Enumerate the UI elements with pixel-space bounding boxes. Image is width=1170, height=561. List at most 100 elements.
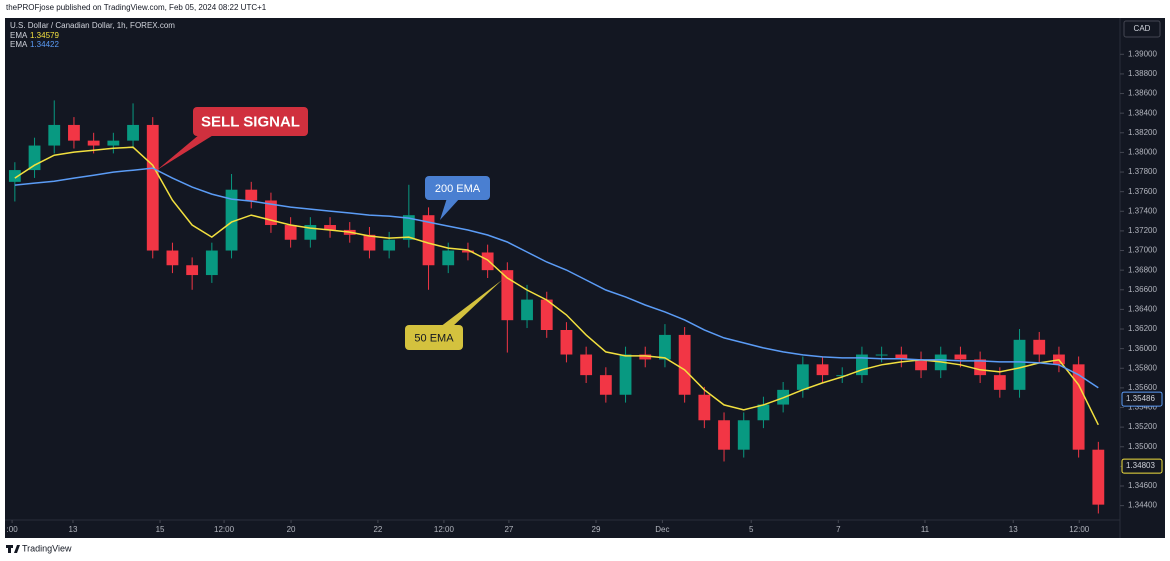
y-tick-label: 1.36800: [1128, 265, 1157, 274]
y-tick-label: 1.35000: [1128, 442, 1157, 451]
candle-body: [836, 375, 849, 377]
candle-body: [875, 354, 888, 356]
annotation-text: 50 EMA: [414, 332, 454, 344]
ema-line: [14, 167, 1099, 389]
candle-body: [265, 200, 277, 226]
candle-body: [718, 420, 730, 450]
logo: [6, 545, 20, 553]
y-tick-label: 1.37600: [1128, 187, 1157, 196]
y-tick-label: 1.35800: [1128, 363, 1157, 372]
x-tick-label: 12:00: [434, 525, 455, 534]
candle-body: [324, 225, 336, 230]
legend-name: EMA: [10, 40, 28, 49]
x-tick-label: 5: [749, 525, 754, 534]
candle-body: [580, 354, 593, 376]
candle-body: [166, 250, 179, 266]
candle-body: [28, 145, 41, 171]
annotation-pointers: [157, 134, 502, 327]
y-tick-label: 1.39000: [1128, 49, 1157, 58]
x-tick-label: 27: [504, 525, 513, 534]
pointer: [440, 280, 502, 327]
y-tick-label: 1.38600: [1128, 89, 1157, 98]
candle-body: [974, 359, 987, 376]
candle-body: [402, 215, 415, 240]
last-value-label: 1.35486: [1126, 394, 1155, 403]
annotation-box: [425, 176, 490, 200]
candle-body: [757, 404, 770, 421]
candle-body: [698, 394, 711, 421]
y-tick-label: 1.38200: [1128, 128, 1157, 137]
y-tick-label: 1.37800: [1128, 167, 1157, 176]
candle-body: [501, 270, 514, 321]
candle-body: [1072, 364, 1085, 450]
candle-body: [954, 354, 967, 360]
y-tick-label: 1.37400: [1128, 206, 1157, 215]
candle-body: [659, 334, 671, 360]
x-tick-label: 11: [921, 525, 930, 534]
x-tick-label: Dec: [655, 525, 669, 534]
candle-body: [245, 189, 258, 201]
candle-body: [560, 330, 573, 355]
x-tick-label: 20: [287, 525, 296, 534]
candle-body: [678, 334, 691, 395]
candle-body: [107, 140, 120, 146]
candle-body: [146, 124, 159, 251]
y-tick-label: 1.35200: [1128, 422, 1157, 431]
x-tick-label: 12:00: [214, 525, 235, 534]
y-tick-label: 1.36400: [1128, 305, 1157, 314]
candle-body: [915, 359, 927, 371]
candle-body: [87, 140, 100, 146]
candle-body: [304, 225, 317, 240]
publisher: thePROFjose published on TradingView.com…: [6, 3, 267, 12]
x-tick-label: 22: [373, 525, 382, 534]
candle-body: [1033, 339, 1046, 355]
candle-body: [422, 215, 435, 266]
candle-body: [521, 299, 533, 321]
candle-body: [1013, 339, 1026, 390]
candle-body: [737, 420, 750, 450]
candle-body: [1092, 449, 1105, 505]
chart-title: U.S. Dollar / Canadian Dollar, 1h, FOREX…: [10, 21, 175, 30]
candle-body: [895, 354, 908, 360]
last-value-box: [1121, 458, 1163, 474]
last-value-box: [1121, 391, 1163, 407]
candle-body: [856, 354, 868, 376]
x-tick-label: 12:00: [1069, 525, 1090, 534]
y-tick-label: 1.38000: [1128, 148, 1157, 157]
y-tick-label: 1.37000: [1128, 246, 1157, 255]
currency: CAD: [1134, 24, 1151, 33]
footer: TradingView: [6, 543, 72, 553]
y-tick-label: 1.35400: [1128, 403, 1157, 412]
annotation-box: [405, 325, 463, 350]
y-tick-label: 1.35600: [1128, 383, 1157, 392]
chart-background: [5, 18, 1165, 538]
candle-body: [383, 239, 396, 251]
x-tick-label: 7: [836, 525, 841, 534]
y-tick-label: 1.36200: [1128, 324, 1157, 333]
annotation-box: [193, 107, 308, 136]
legend-name: EMA: [10, 31, 28, 40]
footer-text: TradingView: [22, 543, 72, 553]
candle-body: [599, 375, 612, 395]
y-tick-label: 1.38800: [1128, 69, 1157, 78]
legend-value: 1.34422: [30, 40, 59, 49]
plot: [8, 100, 1105, 514]
candle-body: [127, 124, 139, 141]
y-tick-label: 1.38400: [1128, 108, 1157, 117]
x-tick-label: 29: [592, 525, 601, 534]
pointer: [157, 134, 215, 170]
annotation-text: SELL SIGNAL: [201, 113, 300, 130]
annotations: SELL SIGNAL 200 EMA 50 EMA: [193, 107, 490, 350]
candle-body: [205, 250, 218, 276]
x-tick-label: :00: [7, 525, 19, 534]
candle-body: [8, 170, 21, 182]
legend-value: 1.34579: [30, 31, 59, 40]
y-tick-label: 1.37200: [1128, 226, 1157, 235]
x-tick-label: 13: [69, 525, 78, 534]
annotation-text: 200 EMA: [435, 183, 481, 195]
candle-body: [481, 252, 494, 271]
currency-box: [1123, 20, 1161, 38]
candle-body: [363, 234, 376, 251]
y-tick-label: 1.36600: [1128, 285, 1157, 294]
